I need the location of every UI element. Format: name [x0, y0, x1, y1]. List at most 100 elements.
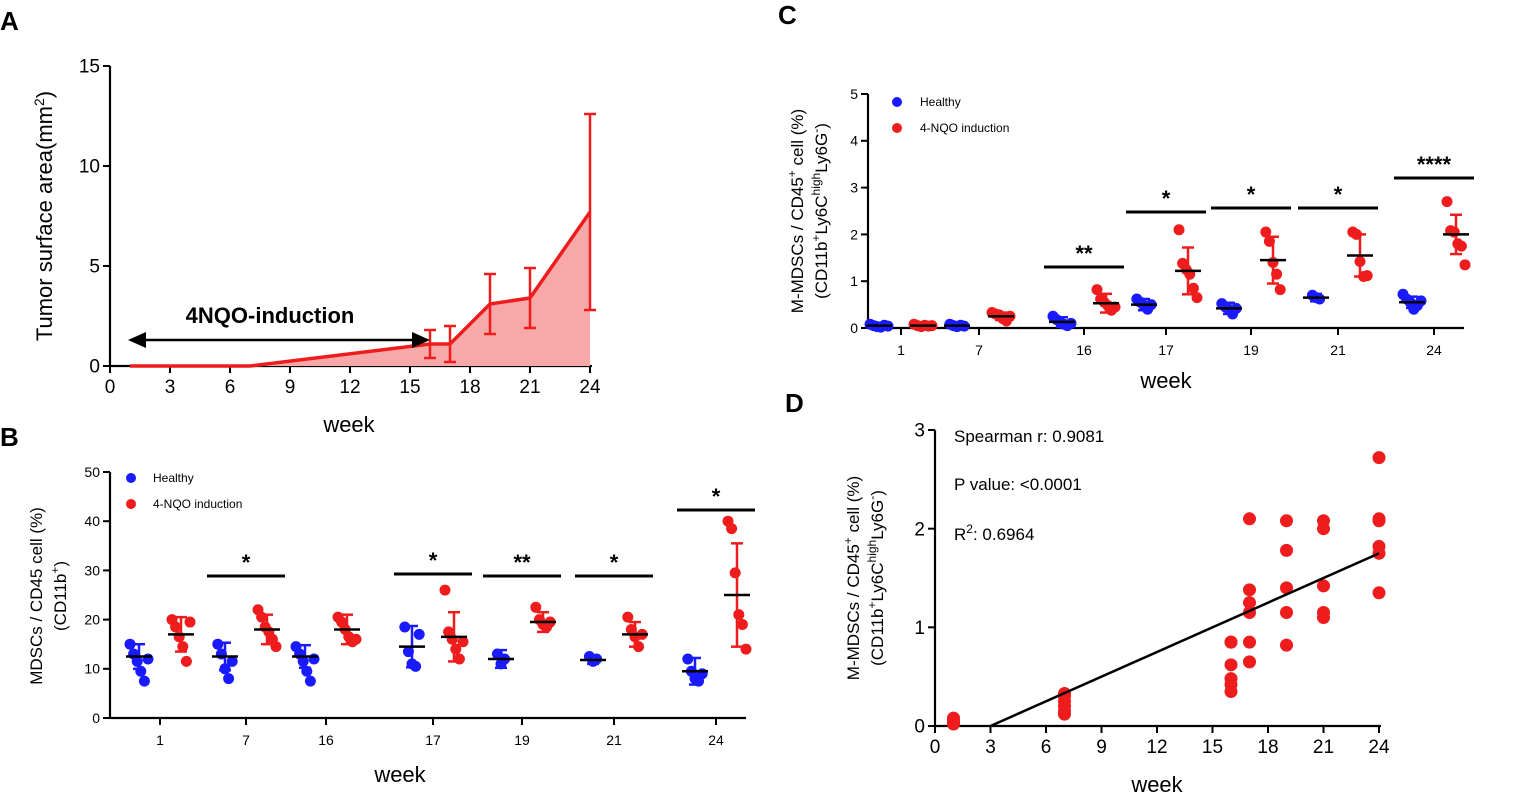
panel-label-d: D	[785, 388, 804, 418]
panel-d-y-tick-label: 2	[914, 519, 925, 540]
panel-b-y-tick-label: 30	[84, 562, 100, 578]
panel-d-data-point	[1372, 514, 1386, 528]
panel-b-legend: Healthy 4-NQO induction	[126, 471, 242, 511]
panel-d-data-point	[1280, 638, 1293, 652]
panel-b-data-point	[450, 643, 462, 655]
panel-d-x-tick-label: 24	[1368, 737, 1390, 758]
panel-d-data-point	[1058, 707, 1071, 721]
panel-c-x-tick-label: 17	[1158, 342, 1174, 358]
panel-d-data-point	[1224, 658, 1238, 672]
panel-d-data-point	[1317, 579, 1330, 593]
panel-c-data-point	[1441, 196, 1453, 208]
panel-b-axes	[103, 471, 746, 725]
panel-b-x-tick-label: 17	[425, 732, 441, 748]
panel-b-x-tick-label: 1	[156, 732, 164, 748]
panel-b-data-point	[530, 601, 542, 613]
panel-d-data-point	[1243, 655, 1256, 669]
panel-d-data-point	[1372, 586, 1386, 600]
panel-c-data-point	[1065, 317, 1077, 329]
panel-a-x-axis-title: week	[322, 412, 375, 437]
panel-d-x-tick-label: 18	[1257, 737, 1278, 758]
panel-d-data-point	[1224, 684, 1238, 698]
panel-b-y-axis-title: MDSCs / CD45 cell (%)	[27, 507, 46, 685]
panel-b-significance-stars: *	[429, 548, 438, 573]
panel-b-data-point	[170, 621, 182, 633]
panel-a-x-tick-label: 21	[519, 377, 540, 398]
panel-c-significance-stars: *	[1247, 182, 1256, 207]
panel-label-a: A	[0, 6, 19, 36]
panel-b-significance-stars: *	[610, 550, 619, 575]
panel-c-x-tick-label: 1	[897, 342, 905, 358]
panel-d-data-point	[1280, 514, 1293, 528]
panel-d-r2-label: R2: 0.6964	[954, 522, 1034, 544]
panel-c-significance-stars: ****	[1417, 152, 1452, 177]
panel-d-y-tick-label: 1	[914, 618, 925, 639]
panel-d-x-tick-label: 12	[1146, 737, 1167, 758]
panel-c-y-tick-label: 4	[850, 133, 858, 149]
panel-b-data-point	[184, 616, 196, 628]
panel-b-y-tick-label: 0	[92, 710, 100, 726]
panel-b-data-point	[453, 653, 465, 665]
panel-c-legend: Healthy 4-NQO induction	[892, 95, 1009, 135]
panel-a-y-axis-title: Tumor surface area(mm2)	[31, 91, 57, 341]
panel-a-x-tick-label: 15	[399, 377, 420, 398]
panel-d-axes	[928, 429, 1381, 733]
panel-c-legend-label-healthy: Healthy	[920, 95, 961, 109]
panel-a-annotation-arrowhead-right	[412, 332, 430, 348]
panel-b-data-point	[413, 628, 425, 640]
panel-b-data-point	[138, 675, 150, 687]
panel-c-y-axis-title: M-MDSCs / CD45+ cell (%)	[785, 109, 807, 313]
panel-b-data-point	[439, 584, 451, 596]
panel-c-data-point	[1314, 293, 1326, 305]
panel-b-data-point	[740, 643, 752, 655]
panel-d-data-point	[1224, 635, 1238, 649]
panel-b-y-tick-label: 50	[84, 464, 100, 480]
panel-c-significance-stars: *	[1334, 182, 1343, 207]
panel-d-x-axis-title: week	[1130, 772, 1183, 797]
panel-c-data-point	[1448, 226, 1460, 238]
panel-b-data-point	[135, 665, 147, 677]
panel-b-legend-marker-nqo	[126, 499, 136, 509]
panel-a-x-tick-label: 9	[285, 377, 296, 398]
panel-c-y-tick-label: 3	[850, 180, 858, 196]
panel-b-data-point	[446, 633, 458, 645]
panel-b-data-point	[308, 653, 320, 665]
panel-d-data-point	[1317, 522, 1330, 536]
panel-d-data-point	[1280, 606, 1293, 620]
panel-c-x-tick-label: 24	[1426, 342, 1442, 358]
panel-b-data-point	[270, 641, 282, 653]
panel-b-data-point	[142, 653, 154, 665]
panel-b-data-point	[219, 663, 231, 675]
panel-b-data-point	[410, 660, 422, 672]
panel-c-data-point	[1271, 268, 1283, 280]
panel-c-significance-stars: **	[1075, 241, 1093, 266]
panel-b-data-point	[226, 655, 238, 667]
panel-c-y-axis-title-2: (CD11b+Ly6ChighLy6G-)	[809, 123, 831, 299]
panel-d-marks	[947, 451, 1386, 731]
panel-a-area-fill	[130, 212, 590, 366]
panel-d-spearman-label: Spearman r: 0.9081	[954, 427, 1104, 446]
panel-b-x-axis-title: week	[373, 762, 426, 787]
panel-d-x-tick-label: 6	[1041, 737, 1052, 758]
panel-a-y-tick-label: 15	[79, 57, 100, 78]
panel-b-significance-stars: **	[513, 550, 531, 575]
panel-a-x-tick-label: 18	[459, 377, 480, 398]
panel-b-data-point	[301, 665, 313, 677]
panel-b-legend-label-healthy: Healthy	[153, 471, 194, 485]
panel-a-x-tick-label: 6	[225, 377, 236, 398]
panel-d-data-point	[1243, 635, 1256, 649]
panel-a-y-tick-label: 5	[89, 257, 100, 278]
panel-c-data-point	[1091, 284, 1103, 296]
panel-c-data-point	[1263, 235, 1275, 247]
panel-c-significance-stars: *	[1162, 186, 1171, 211]
panel-c-data-point	[1187, 282, 1199, 294]
panel-a-x-tick-label: 12	[339, 377, 360, 398]
panel-d-y-axis-title-2: (CD11b+Ly6ChighLy6G-)	[865, 490, 887, 666]
panel-d-data-point	[1243, 583, 1256, 597]
panel-d-data-point	[1243, 596, 1256, 610]
